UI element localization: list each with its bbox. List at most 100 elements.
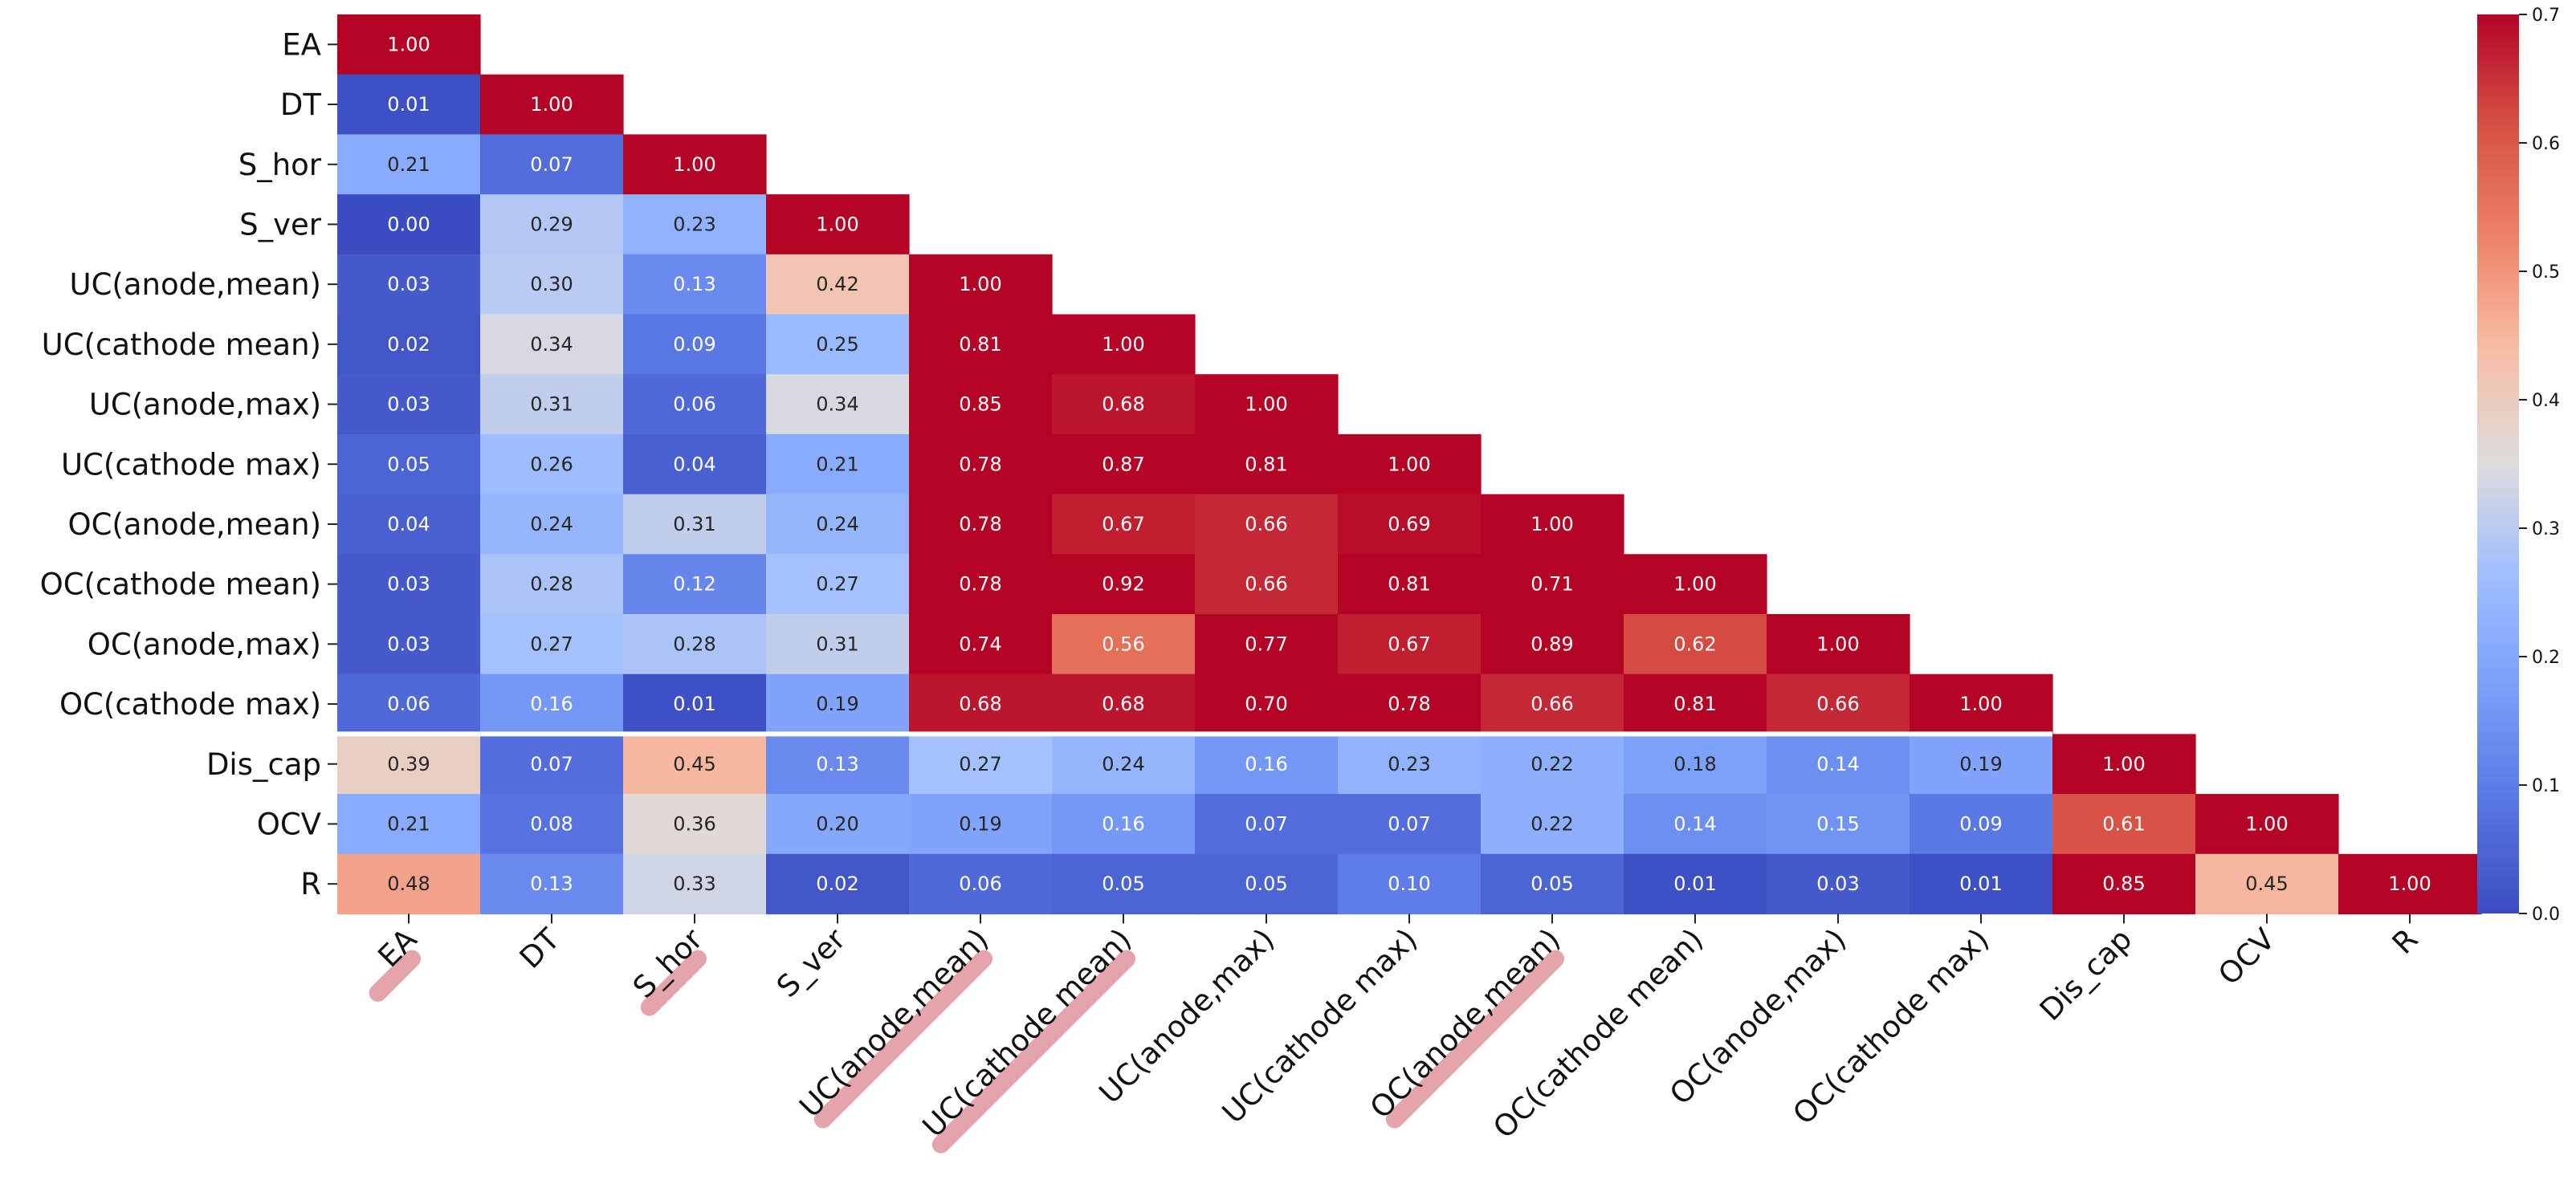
cell-value-label: 0.21: [387, 153, 430, 176]
heatmap-cell: [1052, 853, 1196, 915]
cell-value-label: 0.02: [816, 873, 858, 895]
x-tick-label: Dis_cap: [2033, 922, 2139, 1027]
cell-value-label: 0.68: [1102, 393, 1144, 416]
cell-value-label: 0.34: [530, 333, 573, 356]
heatmap-cell: [909, 433, 1053, 495]
cell-value-label: 1.00: [816, 213, 858, 235]
cell-value-label: 1.00: [387, 33, 430, 55]
heatmap-cell: [480, 673, 624, 734]
heatmap-cell: [1767, 673, 1910, 734]
cell-value-label: 0.77: [1245, 633, 1287, 655]
cell-value-label: 1.00: [1959, 693, 2002, 715]
heatmap-cell: [1624, 794, 1767, 855]
heatmap-cell: [2195, 853, 2339, 915]
heatmap-cell: [1052, 494, 1196, 555]
y-tick-label: OCV: [257, 807, 321, 841]
cell-value-label: 0.87: [1102, 453, 1144, 475]
cell-value-label: 1.00: [1245, 393, 1287, 416]
cell-value-label: 0.07: [1388, 812, 1430, 835]
heatmap-cell: [480, 554, 624, 615]
heatmap-cell: [1195, 554, 1339, 615]
heatmap-cell: [1338, 614, 1482, 675]
heatmap-cell: [337, 194, 481, 255]
heatmap-cell: [766, 433, 910, 495]
heatmap-cell: [766, 614, 910, 675]
colorbar-tick-label: 0.2: [2532, 648, 2560, 668]
cell-value-label: 0.66: [1245, 513, 1287, 535]
cell-value-label: 0.25: [816, 333, 858, 356]
heatmap-cell: [337, 433, 481, 495]
heatmap-cell: [909, 314, 1053, 375]
cell-value-label: 0.05: [1245, 873, 1287, 895]
cell-value-label: 0.78: [959, 513, 1001, 535]
heatmap-cell: [766, 494, 910, 555]
cell-value-label: 1.00: [530, 93, 573, 116]
heatmap-cell: [909, 734, 1053, 795]
heatmap-cell: [623, 134, 767, 195]
heatmap-cell: [623, 614, 767, 675]
cell-value-label: 1.00: [2388, 873, 2431, 895]
heatmap-cell: [2052, 734, 2196, 795]
cell-value-label: 0.14: [1673, 812, 1716, 835]
cell-value-label: 0.56: [1102, 633, 1144, 655]
cell-value-label: 0.05: [1102, 873, 1144, 895]
heatmap-cell: [1195, 614, 1339, 675]
cell-value-label: 1.00: [1816, 633, 1859, 655]
heatmap-cell: [1338, 794, 1482, 855]
cell-value-label: 0.06: [387, 693, 430, 715]
heatmap-cell: [337, 853, 481, 915]
cell-value-label: 0.05: [387, 453, 430, 475]
heatmap-cell: [1195, 433, 1339, 495]
cell-value-label: 0.04: [673, 453, 715, 475]
cell-value-label: 0.27: [959, 753, 1001, 775]
heatmap-cell: [1195, 494, 1339, 555]
heatmap-cell: [623, 374, 767, 435]
cell-value-label: 0.45: [673, 753, 715, 775]
heatmap-cell: [1910, 853, 2053, 915]
colorbar-tick-label: 0.7: [2532, 6, 2560, 26]
colorbar-tick-label: 0.4: [2532, 391, 2560, 411]
heatmap-cell: [480, 494, 624, 555]
heatmap-cell: [909, 614, 1053, 675]
y-tick-label: OC(anode,max): [88, 627, 321, 661]
cell-value-label: 0.19: [959, 812, 1001, 835]
heatmap-cell: [1338, 433, 1482, 495]
cell-value-label: 0.30: [530, 273, 573, 295]
cell-value-label: 0.19: [1959, 753, 2002, 775]
x-tick-label: R: [2386, 922, 2425, 961]
cell-value-label: 0.10: [1388, 873, 1430, 895]
heatmap-cell: [480, 74, 624, 135]
cell-value-label: 0.20: [816, 812, 858, 835]
y-tick-label: UC(anode,mean): [70, 267, 322, 302]
cell-value-label: 1.00: [1673, 573, 1716, 596]
cell-value-label: 0.16: [1102, 812, 1144, 835]
heatmap-cell: [337, 314, 481, 375]
y-tick-label: S_hor: [238, 148, 322, 182]
cell-value-label: 0.61: [2102, 812, 2145, 835]
cell-value-label: 0.16: [530, 693, 573, 715]
heatmap-cell: [766, 794, 910, 855]
cell-value-label: 1.00: [959, 273, 1001, 295]
heatmap-cell: [766, 374, 910, 435]
cell-value-label: 1.00: [673, 153, 715, 176]
cell-value-label: 0.02: [387, 333, 430, 356]
cell-value-label: 0.68: [1102, 693, 1144, 715]
heatmap-cells: 1.00 0.01 1.00 0.21 0.07 1.00 0.00 0.29 0.23 1.00…: [337, 14, 2482, 915]
cell-value-label: 0.27: [530, 633, 573, 655]
cell-value-label: 0.15: [1816, 812, 1859, 835]
heatmap-cell: [1338, 554, 1482, 615]
heatmap-cell: [1481, 734, 1624, 795]
cell-value-label: 0.28: [530, 573, 573, 596]
heatmap-cell: [766, 853, 910, 915]
label-highlight-mark: [931, 950, 1135, 1153]
cell-value-label: 0.34: [816, 393, 858, 416]
label-highlight-mark: [1385, 950, 1564, 1129]
heatmap-cell: [1910, 794, 2053, 855]
cell-value-label: 0.13: [530, 873, 573, 895]
heatmap-cell: [909, 554, 1053, 615]
cell-value-label: 0.03: [1816, 873, 1859, 895]
cell-value-label: 0.03: [387, 273, 430, 295]
cell-value-label: 0.07: [530, 753, 573, 775]
heatmap-cell: [480, 134, 624, 195]
